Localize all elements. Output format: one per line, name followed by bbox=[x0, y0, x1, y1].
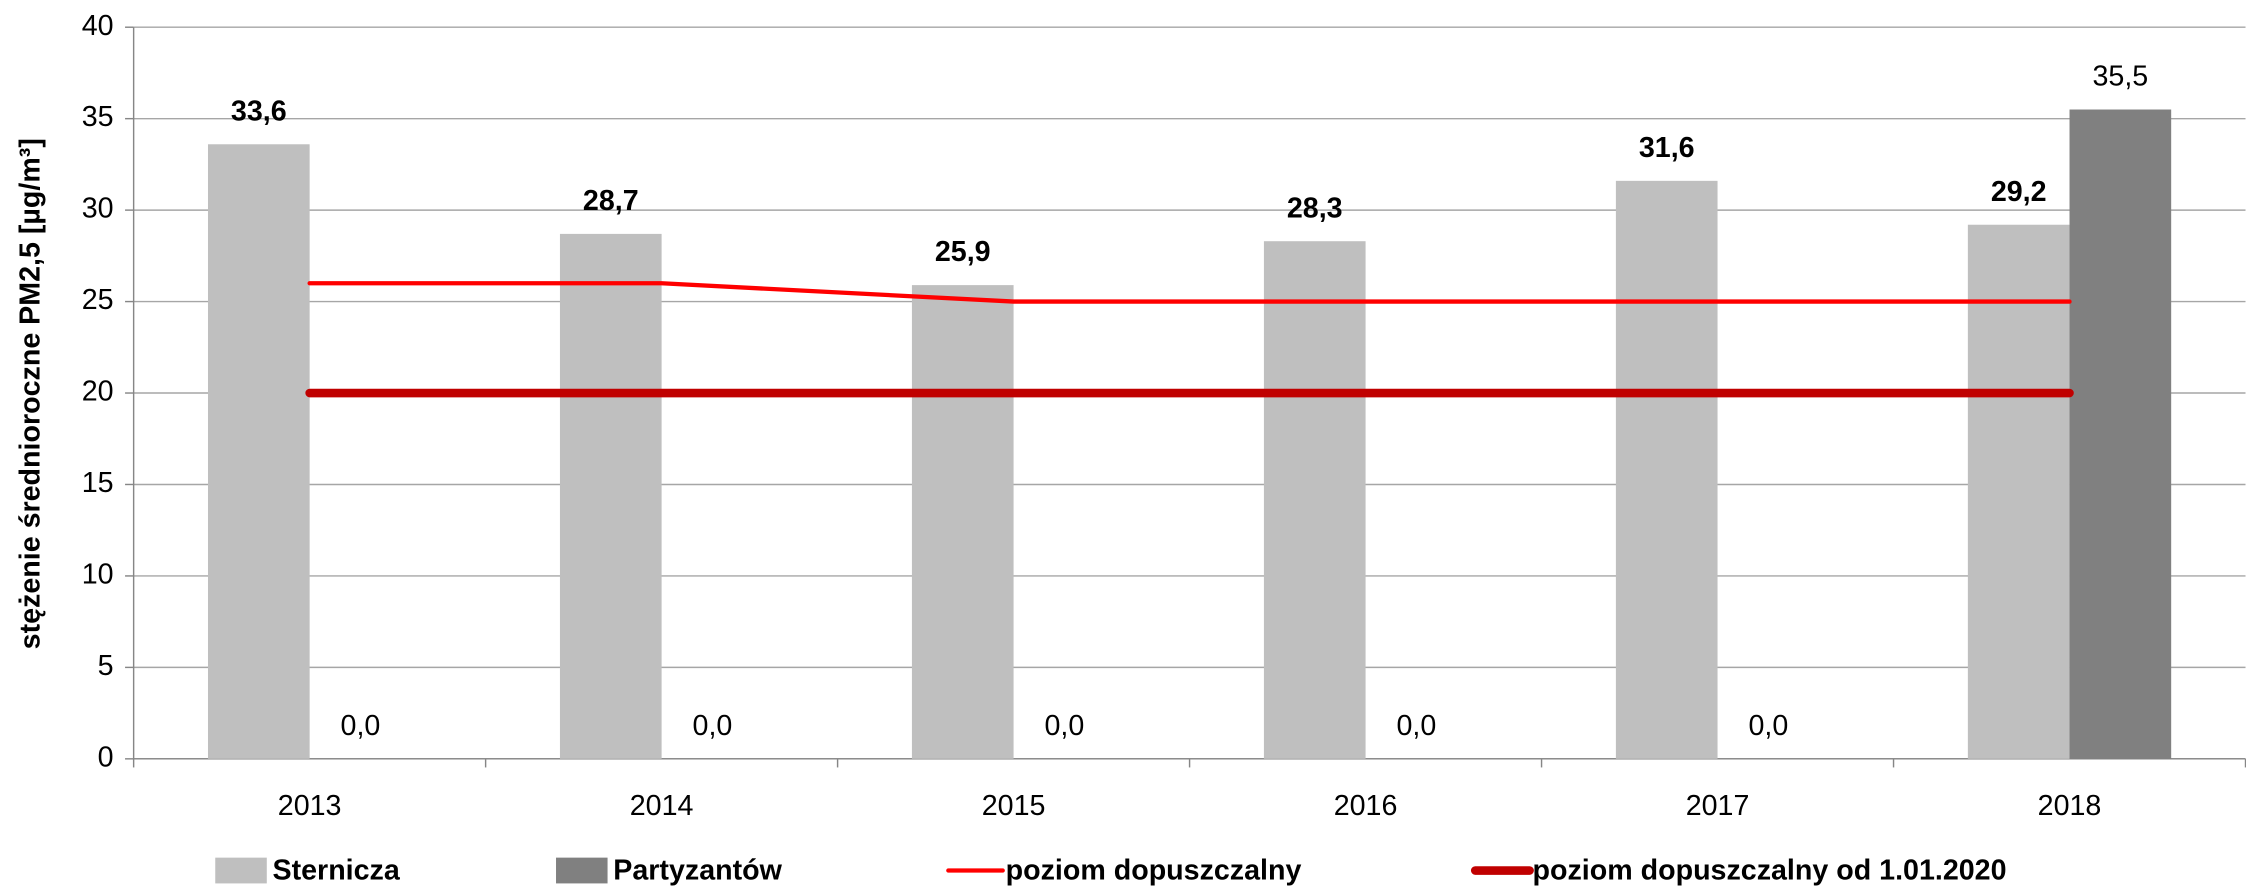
y-tick-label: 15 bbox=[82, 467, 114, 499]
bar-value-label: 29,2 bbox=[1991, 176, 2047, 208]
bar bbox=[1263, 241, 1366, 759]
bar-value-label: 28,7 bbox=[583, 185, 639, 217]
x-tick-label: 2017 bbox=[1686, 790, 1750, 822]
legend-swatch bbox=[215, 857, 267, 884]
x-tick-label: 2014 bbox=[630, 790, 694, 822]
y-tick-label: 5 bbox=[98, 650, 114, 682]
legend-label: Partyzantów bbox=[613, 855, 782, 887]
bar-value-label: 0,0 bbox=[1748, 710, 1788, 742]
bar bbox=[207, 144, 310, 759]
legend-label: poziom dopuszczalny bbox=[1006, 855, 1302, 887]
legend-label: poziom dopuszczalny od 1.01.2020 bbox=[1532, 855, 2006, 887]
bar-value-label: 0,0 bbox=[693, 710, 733, 742]
bar bbox=[1967, 224, 2070, 759]
y-tick-label: 0 bbox=[98, 741, 114, 773]
bar bbox=[559, 233, 662, 759]
x-tick-label: 2016 bbox=[1334, 790, 1398, 822]
bar-value-label: 31,6 bbox=[1639, 132, 1695, 164]
x-tick-label: 2018 bbox=[2038, 790, 2102, 822]
legend-label: Sternicza bbox=[273, 855, 401, 887]
x-tick-label: 2013 bbox=[278, 790, 342, 822]
bar-value-label: 35,5 bbox=[2092, 61, 2148, 93]
bar-value-label: 0,0 bbox=[1045, 710, 1085, 742]
y-tick-label: 40 bbox=[82, 10, 114, 42]
bar-value-label: 0,0 bbox=[1396, 710, 1436, 742]
legend-swatch bbox=[556, 857, 608, 884]
bar-value-label: 33,6 bbox=[231, 95, 287, 127]
line bbox=[307, 281, 2072, 304]
bar bbox=[2069, 109, 2172, 759]
y-tick-label: 25 bbox=[82, 284, 114, 316]
y-tick-label: 10 bbox=[82, 558, 114, 590]
x-tick-label: 2015 bbox=[982, 790, 1046, 822]
y-axis-label: stężenie średnioroczne PM2,5 [µg/m³] bbox=[15, 138, 47, 649]
bar-value-label: 28,3 bbox=[1287, 192, 1343, 224]
y-tick-label: 35 bbox=[82, 101, 114, 133]
bar-value-label: 0,0 bbox=[341, 710, 381, 742]
bar bbox=[1615, 180, 1718, 759]
y-tick-label: 30 bbox=[82, 193, 114, 225]
y-tick-label: 20 bbox=[82, 376, 114, 408]
bar bbox=[911, 285, 1014, 759]
bar-value-label: 25,9 bbox=[935, 236, 991, 268]
